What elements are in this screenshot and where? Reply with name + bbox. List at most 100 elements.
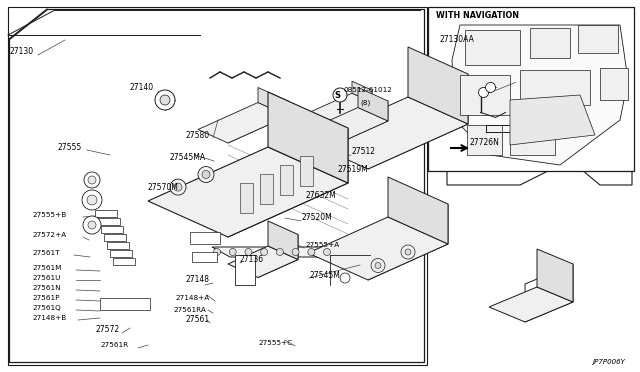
Bar bbox=[467, 125, 502, 155]
Text: 27561P: 27561P bbox=[32, 295, 60, 301]
Circle shape bbox=[401, 245, 415, 259]
Text: 27545M: 27545M bbox=[310, 270, 341, 279]
Text: 27561M: 27561M bbox=[32, 265, 61, 271]
Bar bbox=[520, 70, 590, 105]
Text: 27555+A: 27555+A bbox=[305, 242, 339, 248]
Text: 27555: 27555 bbox=[58, 144, 83, 153]
Text: 27555+B: 27555+B bbox=[32, 212, 67, 218]
Text: JP7P006Y: JP7P006Y bbox=[592, 359, 625, 365]
Bar bbox=[98, 218, 120, 225]
Circle shape bbox=[174, 183, 182, 191]
Text: 27148+B: 27148+B bbox=[32, 315, 67, 321]
Circle shape bbox=[88, 221, 96, 229]
Polygon shape bbox=[308, 217, 448, 280]
Polygon shape bbox=[388, 177, 448, 244]
Bar bbox=[600, 68, 628, 100]
Text: 08512-61012: 08512-61012 bbox=[343, 87, 392, 93]
Polygon shape bbox=[358, 87, 388, 121]
Polygon shape bbox=[258, 87, 288, 116]
Bar bbox=[113, 258, 135, 265]
Circle shape bbox=[202, 170, 210, 179]
Polygon shape bbox=[300, 156, 313, 186]
Text: 27148: 27148 bbox=[185, 276, 209, 285]
Polygon shape bbox=[322, 90, 372, 125]
Polygon shape bbox=[510, 95, 595, 145]
Bar bbox=[190, 232, 220, 244]
Circle shape bbox=[308, 248, 315, 256]
Text: 27561Q: 27561Q bbox=[32, 305, 61, 311]
Polygon shape bbox=[408, 47, 468, 124]
Polygon shape bbox=[268, 92, 348, 183]
Circle shape bbox=[479, 87, 488, 97]
Polygon shape bbox=[537, 249, 573, 302]
Text: 27561RA: 27561RA bbox=[173, 307, 206, 313]
Polygon shape bbox=[318, 108, 388, 139]
Bar bbox=[107, 242, 129, 249]
Circle shape bbox=[160, 95, 170, 105]
Circle shape bbox=[198, 167, 214, 183]
Text: 27570M: 27570M bbox=[148, 183, 179, 192]
Polygon shape bbox=[352, 81, 372, 102]
Text: 27572: 27572 bbox=[95, 326, 119, 334]
Bar bbox=[428, 7, 634, 171]
Text: 27580: 27580 bbox=[185, 131, 209, 140]
Circle shape bbox=[486, 83, 495, 92]
Text: 27561R: 27561R bbox=[100, 342, 128, 348]
Polygon shape bbox=[452, 25, 628, 165]
Polygon shape bbox=[9, 9, 424, 362]
Circle shape bbox=[292, 248, 299, 256]
Text: 27561T: 27561T bbox=[32, 250, 60, 256]
Bar bbox=[578, 25, 618, 53]
Text: 27140: 27140 bbox=[130, 83, 154, 93]
Polygon shape bbox=[260, 174, 273, 204]
Circle shape bbox=[229, 248, 236, 256]
Circle shape bbox=[88, 176, 96, 184]
Bar bbox=[104, 234, 126, 241]
Circle shape bbox=[276, 248, 284, 256]
Polygon shape bbox=[228, 101, 288, 143]
Text: S: S bbox=[334, 90, 340, 99]
Polygon shape bbox=[240, 183, 253, 213]
Bar bbox=[100, 298, 150, 310]
Bar bbox=[8, 7, 427, 365]
Circle shape bbox=[84, 172, 100, 188]
Circle shape bbox=[170, 179, 186, 195]
Text: 27545MA: 27545MA bbox=[170, 154, 206, 163]
Text: 27130AA: 27130AA bbox=[440, 35, 474, 44]
Text: 27130: 27130 bbox=[10, 48, 34, 57]
Text: 27561U: 27561U bbox=[32, 275, 60, 281]
Circle shape bbox=[405, 249, 411, 255]
Circle shape bbox=[340, 273, 350, 283]
Bar bbox=[530, 28, 570, 58]
Text: 27148+A: 27148+A bbox=[175, 295, 209, 301]
Polygon shape bbox=[258, 234, 298, 278]
Circle shape bbox=[323, 248, 330, 256]
Circle shape bbox=[333, 88, 347, 102]
Polygon shape bbox=[302, 93, 372, 125]
Text: 27555+C: 27555+C bbox=[258, 340, 292, 346]
Circle shape bbox=[82, 190, 102, 210]
Circle shape bbox=[87, 195, 97, 205]
Circle shape bbox=[375, 263, 381, 269]
Bar bbox=[460, 75, 510, 115]
Circle shape bbox=[371, 259, 385, 273]
Polygon shape bbox=[198, 103, 288, 143]
Text: 27561N: 27561N bbox=[32, 285, 61, 291]
Polygon shape bbox=[447, 12, 632, 185]
Circle shape bbox=[245, 248, 252, 256]
Polygon shape bbox=[489, 287, 573, 322]
Circle shape bbox=[214, 248, 221, 256]
Text: WITH NAVIGATION: WITH NAVIGATION bbox=[436, 11, 518, 20]
Circle shape bbox=[155, 90, 175, 110]
Text: 27632M: 27632M bbox=[305, 190, 336, 199]
Text: 27520M: 27520M bbox=[302, 214, 333, 222]
Bar bbox=[510, 120, 555, 155]
Polygon shape bbox=[228, 128, 348, 237]
Polygon shape bbox=[268, 221, 298, 260]
Polygon shape bbox=[280, 165, 293, 195]
Bar bbox=[95, 210, 117, 217]
Polygon shape bbox=[308, 97, 468, 169]
Bar bbox=[235, 255, 255, 285]
Circle shape bbox=[260, 248, 268, 256]
Text: (8): (8) bbox=[360, 100, 371, 106]
